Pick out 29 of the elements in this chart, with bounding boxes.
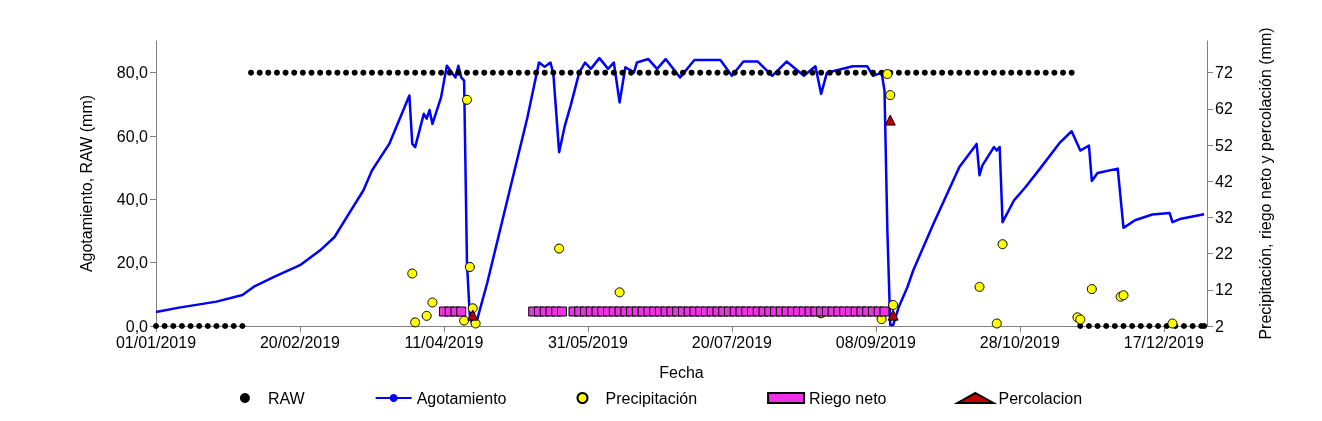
y-tick-label: 80,0 <box>116 64 149 82</box>
x-tick-label: 20/07/2019 <box>691 333 773 351</box>
y-tick-label: 0,0 <box>125 317 149 335</box>
legend-label: Riego neto <box>809 389 887 407</box>
y2-tick-label: 42 <box>1215 172 1233 190</box>
legend-label: Percolacion <box>998 389 1083 407</box>
y2-tick-label: 72 <box>1215 64 1233 82</box>
x-tick-label: 08/09/2019 <box>835 333 916 351</box>
y2-axis-title: Precipitación, riego neto y percolación (mm) <box>1256 27 1274 340</box>
y2-tick-label: 22 <box>1215 245 1233 263</box>
y2-tick-label: 52 <box>1215 136 1233 154</box>
x-axis-title: Fecha <box>659 363 704 381</box>
y2-tick-label: 62 <box>1215 100 1233 118</box>
y-tick-label: 40,0 <box>116 190 149 208</box>
x-tick-label: 28/10/2019 <box>979 333 1060 351</box>
legend-label: RAW <box>267 389 306 407</box>
y2-tick-label: 32 <box>1215 208 1233 226</box>
x-tick-label: 20/02/2019 <box>259 333 341 351</box>
x-tick-label: 31/05/2019 <box>547 333 629 351</box>
y-tick-label: 20,0 <box>116 254 149 272</box>
legend-label: Agotamiento <box>416 389 507 407</box>
y-axis-title: Agotamiento, RAW (mm) <box>77 94 95 273</box>
legend-label: Precipitación <box>605 389 698 407</box>
y-tick-label: 60,0 <box>116 127 149 145</box>
y2-tick-label: 12 <box>1215 281 1233 299</box>
y2-tick-label: 2 <box>1215 317 1224 335</box>
x-tick-label: 11/04/2019 <box>404 333 484 351</box>
x-tick-label: 17/12/2019 <box>1123 333 1204 351</box>
x-tick-label: 01/01/2019 <box>115 333 197 351</box>
